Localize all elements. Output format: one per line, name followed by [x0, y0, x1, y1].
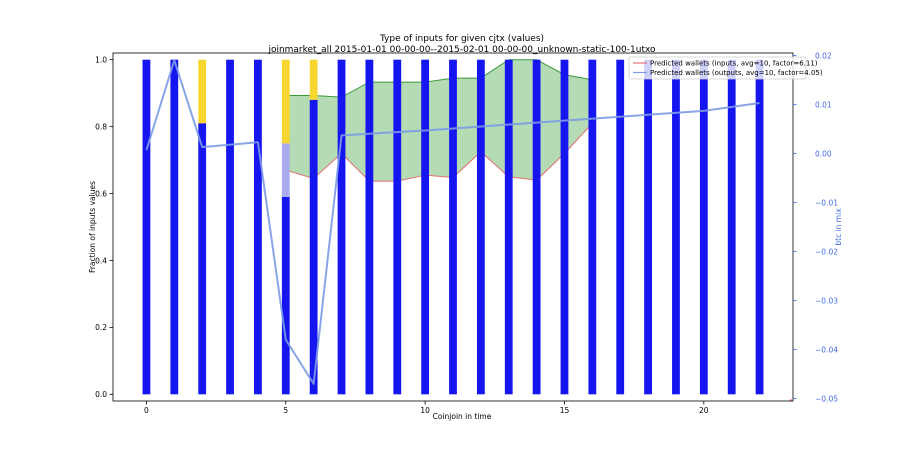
bars-layer — [142, 59, 764, 395]
plot-area — [142, 59, 792, 401]
bar-6-blue — [309, 99, 318, 395]
axes-layer: 0 5 10 15 20 0.0 0.2 0.4 0.6 0.8 1.0 −0.05 −0.04 −0.0… — [95, 51, 838, 415]
bar-2-yellow — [198, 59, 207, 124]
bar-21-blue — [727, 59, 736, 395]
x-tick-label-5: 5 — [283, 406, 288, 415]
bar-6-yellow — [309, 59, 318, 100]
legend-label-inputs: Predicted wallets (inputs, avg=10, facto… — [650, 60, 818, 68]
bar-22-blue — [755, 59, 764, 395]
bar-9-blue — [393, 59, 402, 395]
corner-marker — [790, 399, 792, 401]
bar-12-blue — [476, 59, 485, 395]
y2-tick-label-5: 0.00 — [815, 149, 832, 158]
y2-tick-label-6: 0.01 — [815, 100, 832, 109]
x-axis-label: Coinjoin in time — [433, 412, 492, 421]
bar-1-blue — [170, 59, 179, 395]
x-tick-label-10: 10 — [420, 406, 430, 415]
y2-tick-label-2: −0.03 — [815, 296, 838, 305]
bar-4-blue — [254, 59, 262, 395]
legend-box — [628, 56, 807, 80]
bar-11-blue — [449, 59, 457, 395]
y-tick-label-2: 0.4 — [95, 256, 107, 265]
bar-18-blue — [644, 59, 652, 395]
y2-tick-label-7: 0.02 — [815, 51, 832, 60]
wallet-band-layer — [285, 59, 593, 182]
bar-10-blue — [421, 59, 430, 395]
y-tick-label-5: 1.0 — [95, 55, 107, 64]
y2-tick-label-4: −0.01 — [815, 198, 838, 207]
bar-2-blue — [198, 123, 207, 395]
x-tick-label-0: 0 — [144, 406, 149, 415]
chart-subtitle: joinmarket_all 2015-01-01 00-00-00--2015… — [267, 45, 656, 55]
legend: Predicted wallets (inputs, avg=10, facto… — [628, 56, 823, 80]
chart-title: Type of inputs for given cjtx (values) — [379, 34, 544, 44]
y-tick-label-0: 0.0 — [95, 390, 107, 399]
y-axis-label: Fraction of inputs values — [88, 181, 97, 273]
bar-16-blue — [588, 59, 597, 395]
y2-tick-label-0: −0.05 — [815, 394, 838, 403]
bar-0-blue — [142, 59, 151, 395]
y-tick-label-4: 0.8 — [95, 122, 107, 131]
y2-axis-label: btc in mix — [834, 208, 843, 246]
wallet-band-lower-line — [285, 122, 593, 182]
btc-in-mix-line — [145, 59, 760, 385]
legend-label-outputs: Predicted wallets (outputs, avg=10, fact… — [650, 69, 823, 77]
wallet-band-area — [285, 59, 593, 182]
bar-20-blue — [699, 59, 708, 395]
y-tick-label-1: 0.2 — [95, 323, 107, 332]
bar-7-blue — [337, 59, 346, 395]
bar-5-blue — [281, 196, 290, 395]
y2-tick-label-3: −0.02 — [815, 247, 838, 256]
y-tick-label-3: 0.6 — [95, 189, 107, 198]
wallet-band-upper-line — [285, 59, 593, 98]
plot-frame — [112, 52, 794, 402]
bar-3-blue — [226, 59, 234, 395]
bar-17-blue — [616, 59, 625, 395]
bar-8-blue — [365, 59, 374, 395]
bar-5-lavender — [281, 143, 290, 197]
bar-15-blue — [560, 59, 569, 395]
bar-19-blue — [672, 59, 680, 395]
bar-5-yellow — [281, 59, 290, 144]
x-tick-label-20: 20 — [699, 406, 709, 415]
bar-14-blue — [532, 59, 541, 395]
x-tick-label-15: 15 — [560, 406, 570, 415]
y2-tick-label-1: −0.04 — [815, 345, 838, 354]
bar-13-blue — [504, 59, 513, 395]
lines-layer — [145, 59, 792, 401]
